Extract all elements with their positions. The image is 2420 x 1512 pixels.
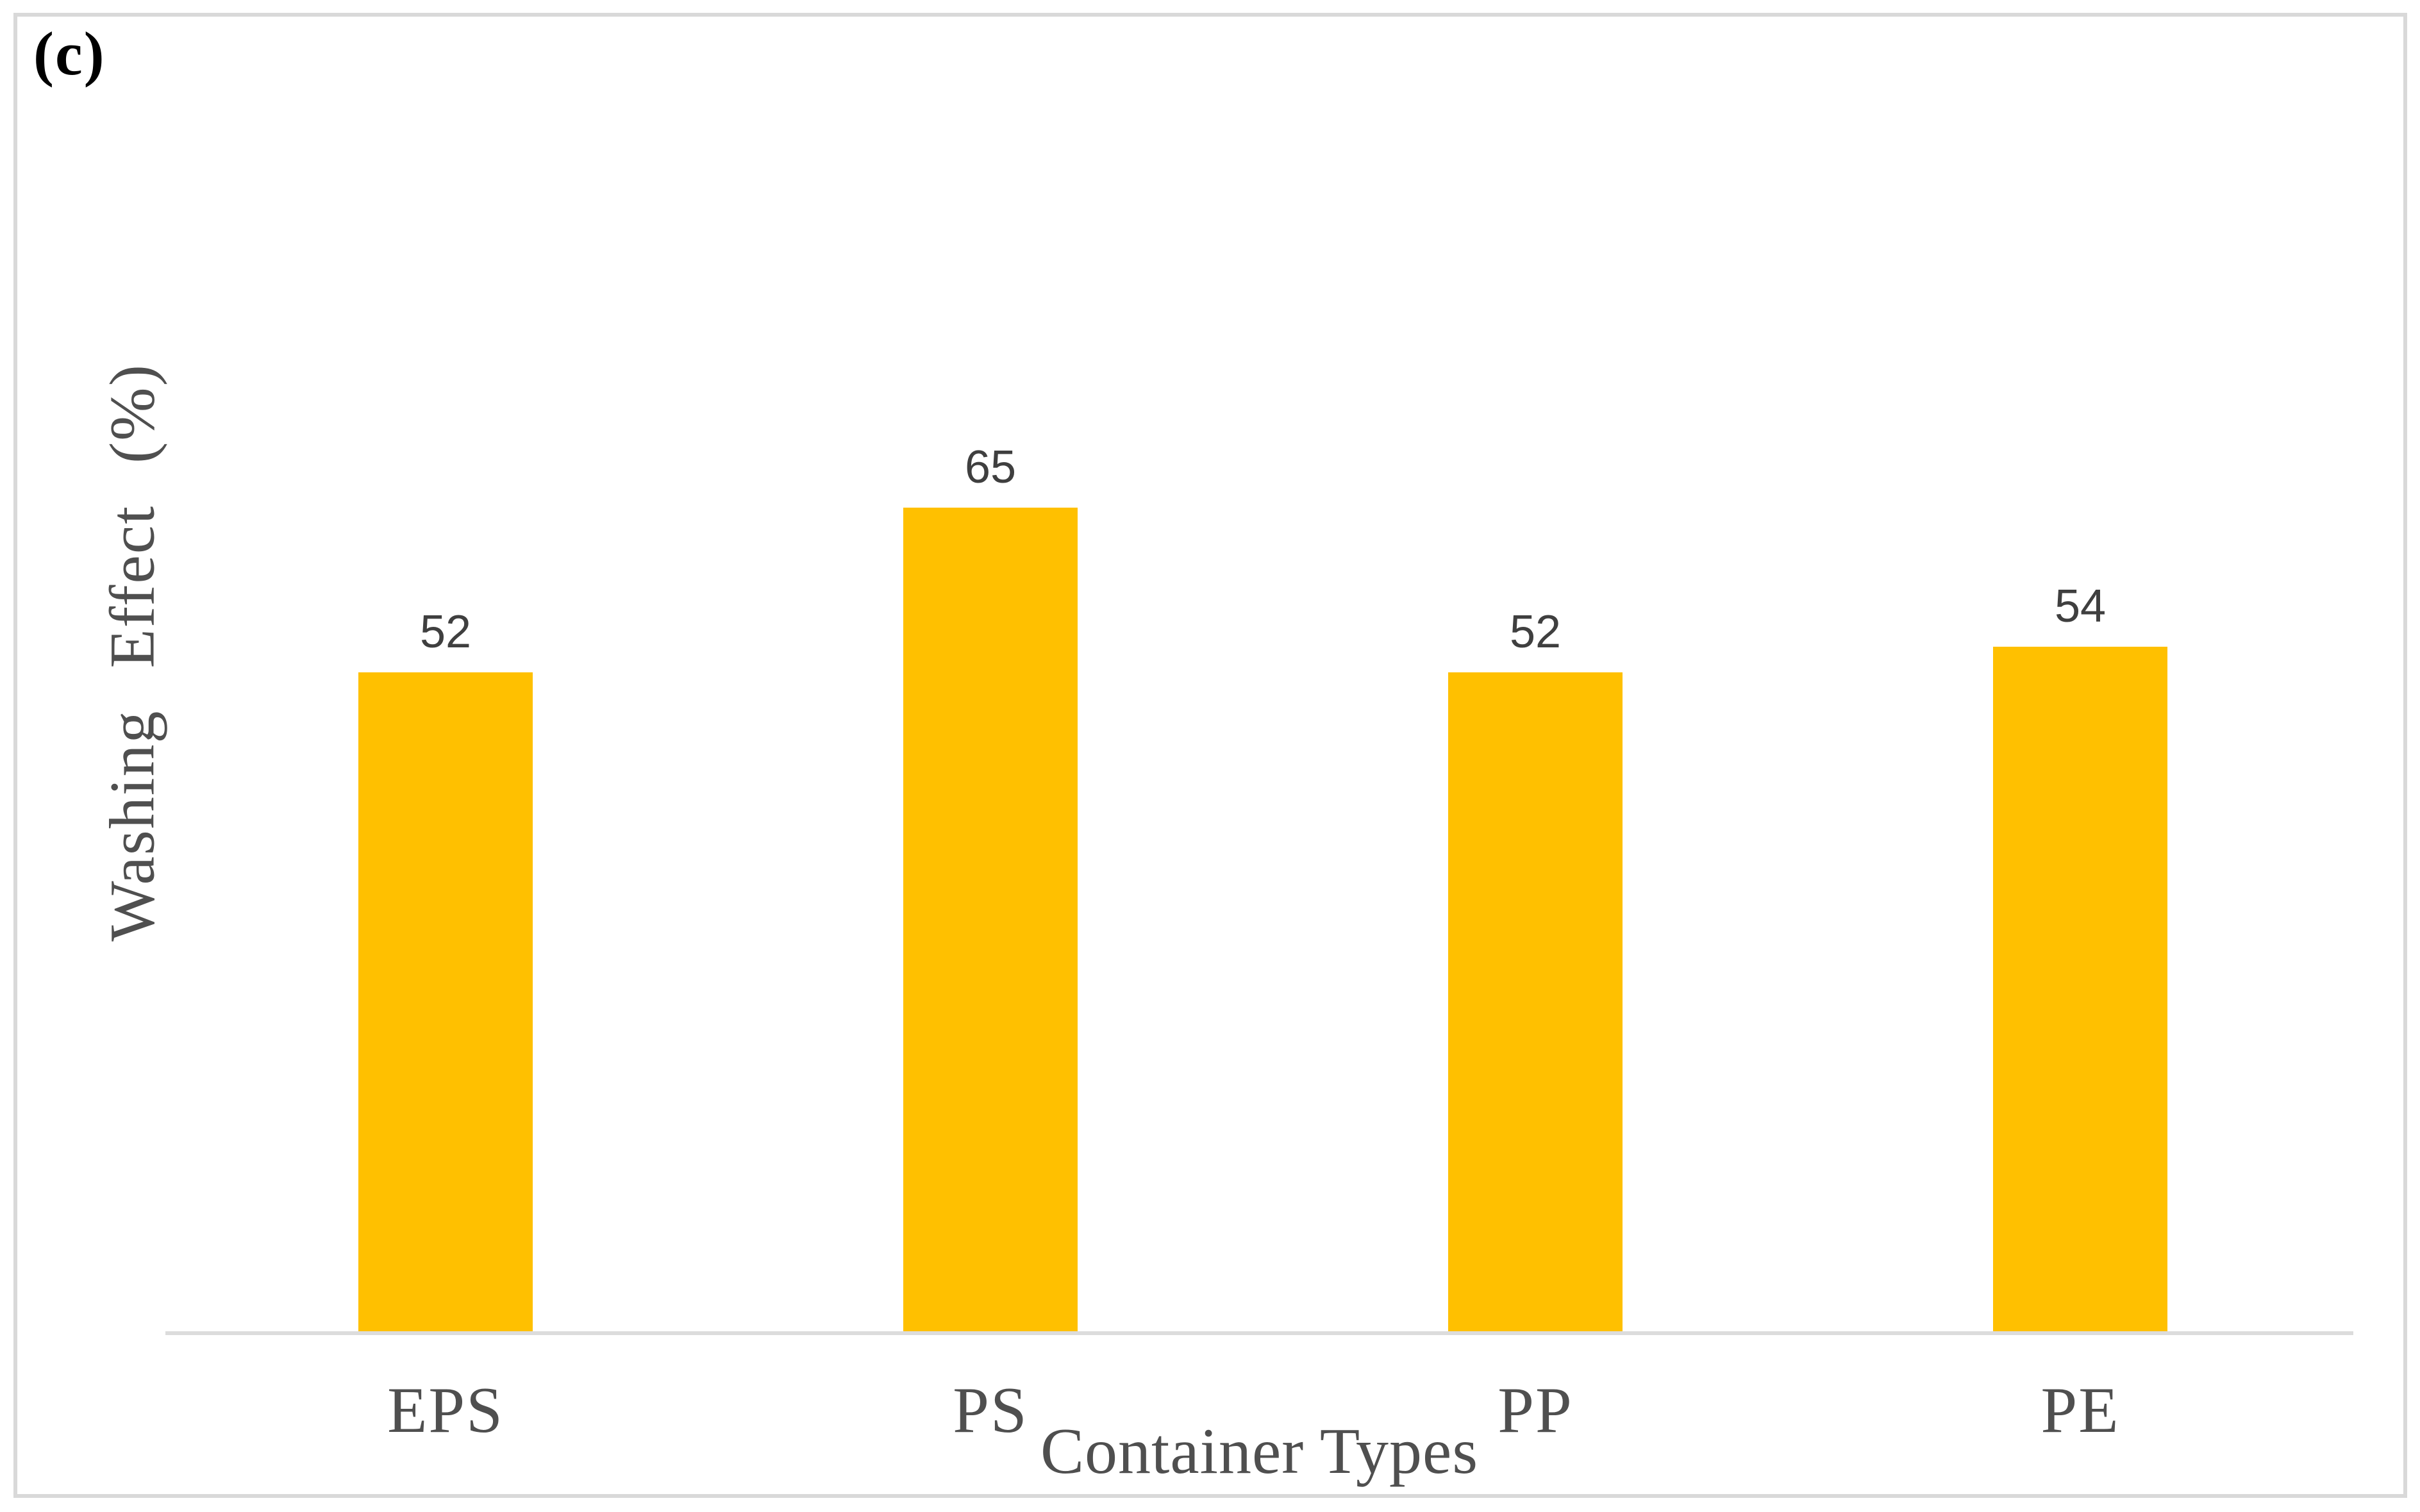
bar-pp	[1448, 672, 1623, 1331]
bar-value-label: 54	[2054, 581, 2107, 632]
chart-frame	[13, 13, 2407, 1498]
panel-label: (c)	[33, 19, 106, 88]
bar-group: 65	[718, 0, 1263, 1331]
bar-pe	[1993, 647, 2167, 1331]
x-tick-label: EPS	[387, 1374, 504, 1447]
x-tick-row: EPS PS PP PE	[173, 1373, 2353, 1448]
y-axis-title: Washing Effect (%)	[96, 363, 168, 942]
x-axis-title: Container Types	[1040, 1415, 1479, 1488]
x-tick-label: PP	[1498, 1374, 1573, 1447]
x-tick-label: PE	[2040, 1374, 2120, 1447]
bar-group: 52	[173, 0, 718, 1331]
bar-eps	[358, 672, 533, 1331]
bar-ps	[903, 508, 1078, 1331]
bar-value-label: 52	[419, 606, 472, 658]
bar-value-label: 65	[964, 442, 1017, 493]
bar-group: 54	[1808, 0, 2353, 1331]
bar-value-label: 52	[1509, 606, 1562, 658]
x-tick-label: PS	[953, 1374, 1028, 1447]
bar-group: 52	[1263, 0, 1808, 1331]
x-axis-line	[165, 1331, 2353, 1335]
plot-area: 52 65 52 54	[173, 0, 2353, 1331]
